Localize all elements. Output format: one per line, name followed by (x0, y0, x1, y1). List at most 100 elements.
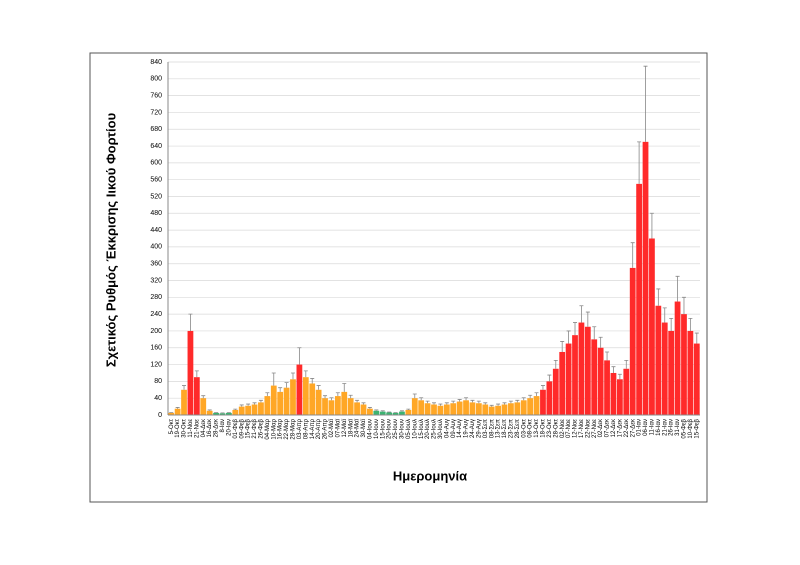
y-tick-label: 440 (150, 227, 162, 234)
error-bar (688, 317, 693, 331)
error-bar (201, 395, 206, 399)
bar (232, 409, 239, 415)
bar (591, 339, 598, 415)
y-tick-label: 400 (150, 244, 162, 251)
x-tick-label: 30-Ιουλ (438, 419, 444, 439)
y-tick-label: 80 (154, 378, 162, 385)
error-bar (342, 383, 347, 392)
error-bar (547, 374, 552, 382)
bar (258, 402, 264, 415)
bar (270, 385, 277, 415)
bar (552, 368, 559, 415)
y-tick-label: 40 (154, 395, 162, 402)
x-tick-label: 20-Ιουν (387, 419, 393, 439)
bar (309, 383, 316, 415)
error-bar (188, 313, 193, 331)
x-tick-label: 08-Απρ (303, 418, 309, 439)
bar (681, 314, 687, 415)
x-tick-label: 03-Οκτ (521, 418, 527, 437)
error-bar (464, 397, 469, 401)
bar (540, 389, 546, 415)
error-bar (419, 397, 424, 401)
bar (527, 398, 534, 415)
x-tick-label: 17-Δεκ (617, 418, 623, 437)
error-bar (457, 399, 462, 402)
error-bar (323, 395, 328, 399)
bar (322, 398, 328, 415)
y-axis-label: Σχετικός Ρυθμός Έκκρισης Ιικού Φορτίου (103, 112, 118, 367)
y-tick-label: 560 (150, 177, 162, 184)
x-tick-label: 04-Μαρ (265, 418, 271, 439)
error-bar (528, 394, 533, 399)
x-axis-label: Ημερομηνία (393, 468, 467, 483)
error-bar (316, 385, 321, 390)
bar (443, 404, 450, 415)
error-bar (681, 296, 686, 315)
bar (623, 368, 630, 415)
error-bar (233, 408, 238, 410)
bar (642, 141, 649, 415)
x-tick-label: 12-Νοε (573, 419, 579, 438)
y-tick-label: 840 (150, 59, 162, 66)
x-tick-label: 01-Ιαν (637, 419, 643, 436)
y-tick-label: 480 (150, 210, 162, 217)
x-tick-label: 21-Φεβ (252, 418, 258, 438)
x-tick-label: 8-Ιαν (220, 419, 226, 432)
x-tick-label: 26-Φεβ (259, 418, 265, 438)
bar (360, 404, 367, 415)
bar (668, 330, 675, 415)
y-tick-label: 800 (150, 76, 162, 83)
bar (277, 391, 284, 415)
x-tick-label: 30-Ιουν (400, 419, 406, 439)
y-tick-label: 360 (150, 261, 162, 268)
x-tick-label: 08-Οκτ (528, 418, 534, 437)
bar (181, 389, 187, 415)
x-tick-label: 13-Οκτ (534, 418, 540, 437)
error-bar (669, 317, 674, 331)
error-bar (182, 385, 187, 390)
error-bar (476, 400, 481, 404)
bar (533, 396, 540, 415)
bar (482, 404, 489, 415)
error-bar (451, 400, 456, 404)
bar (399, 411, 405, 415)
error-bar (335, 392, 340, 397)
error-bar (297, 347, 302, 365)
bar (206, 410, 213, 415)
bar (584, 326, 591, 415)
error-bar (694, 332, 699, 344)
error-bar (592, 326, 597, 340)
x-tick-label: 15-Φεβ (246, 418, 252, 438)
x-tick-label: 18-Οκτ (541, 418, 547, 437)
bar (636, 183, 642, 415)
bar (238, 406, 245, 415)
x-tick-label: 28-Δεκ (214, 418, 220, 437)
x-tick-label: 03-Απρ (297, 418, 303, 439)
x-tick-label: 12-Μαϊ (342, 418, 348, 437)
x-tick-label: 26-Ιαν (669, 419, 675, 436)
bar (290, 379, 296, 415)
x-tick-label: 08-Σεπ (489, 419, 495, 438)
bar (219, 413, 226, 415)
error-bar (425, 400, 430, 404)
error-bar (438, 403, 443, 406)
bar (508, 403, 514, 415)
error-bar (207, 409, 212, 411)
error-bar (662, 307, 667, 323)
bar (168, 412, 175, 415)
bar (392, 412, 399, 415)
x-tick-label: 18-Μαϊ (348, 418, 354, 437)
bar (251, 404, 258, 415)
error-bar (380, 410, 385, 412)
bar (354, 402, 360, 415)
x-tick-label: 30-Μαϊ (361, 418, 367, 437)
bar (572, 335, 578, 415)
error-bar (303, 370, 308, 378)
bar (418, 400, 425, 415)
y-tick-label: 640 (150, 143, 162, 150)
x-tick-label: 5-Οκτ (169, 418, 175, 434)
x-tick-label: 07-Νοε (566, 419, 572, 438)
x-tick-label: 19-Οκτ (175, 418, 181, 437)
error-bar (617, 373, 622, 380)
